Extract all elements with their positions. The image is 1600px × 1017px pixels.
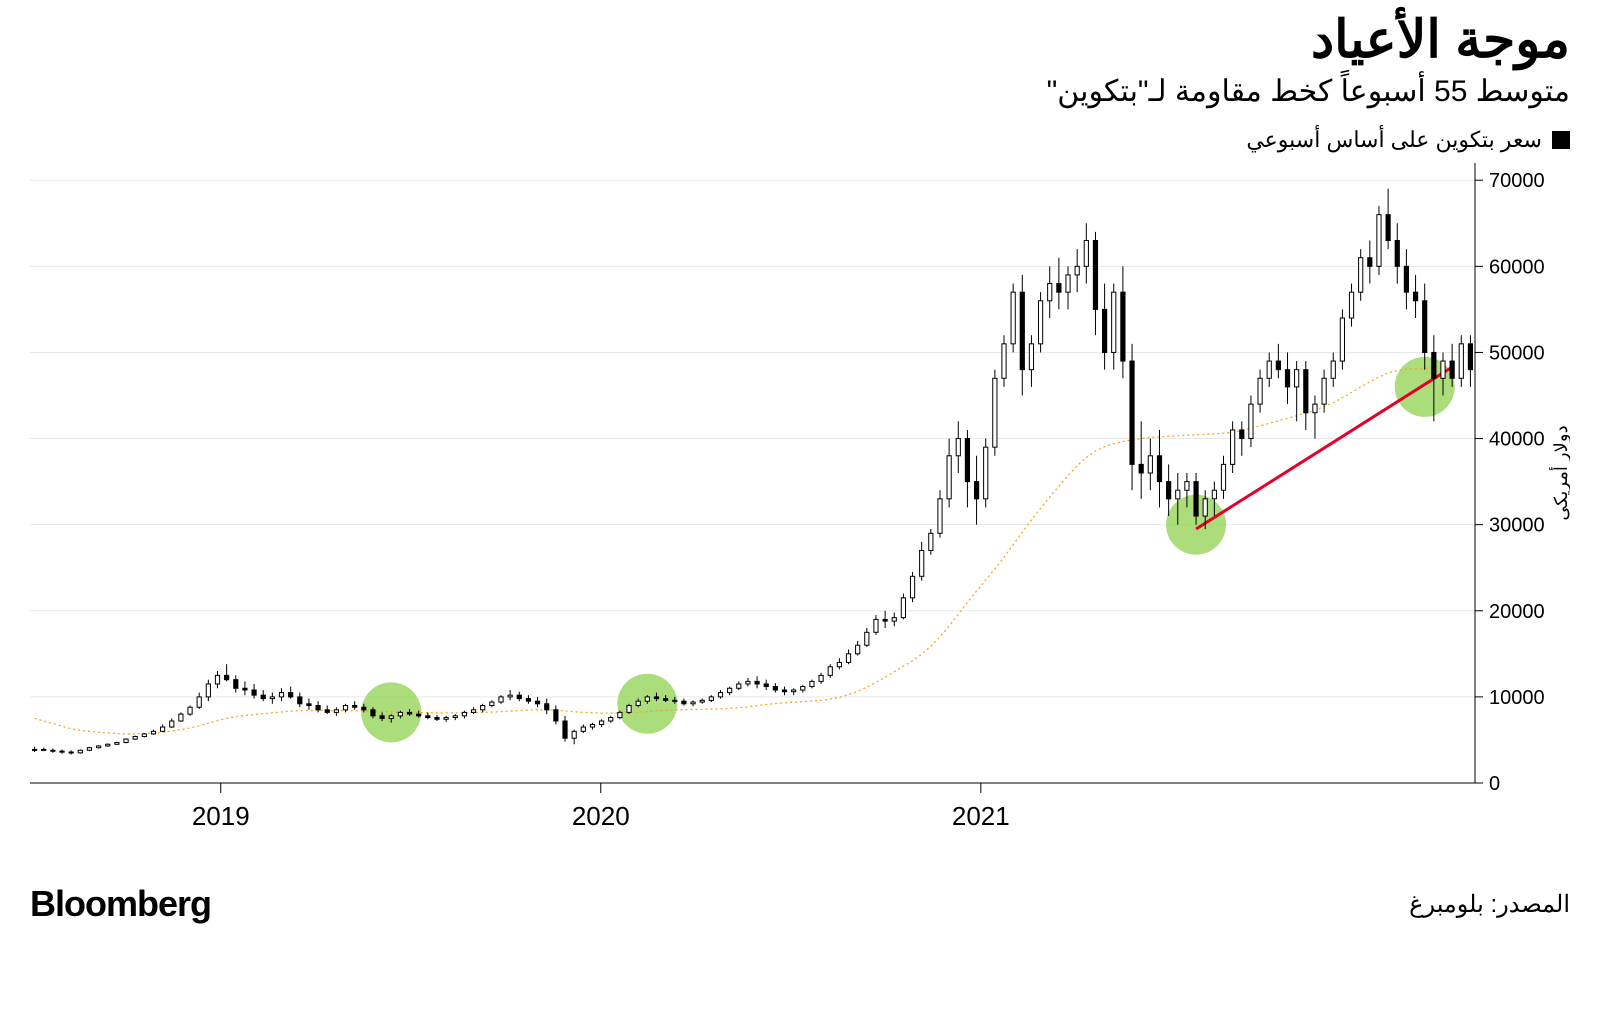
chart-title: موجة الأعياد	[30, 10, 1570, 70]
legend-label: سعر بتكوين على أساس أسبوعي	[1246, 127, 1542, 153]
chart-area: 0 10000 20000 30000 40000 50000 60000 70000 دولا…	[30, 163, 1570, 863]
svg-text:50000: 50000	[1489, 342, 1545, 364]
svg-text:40000: 40000	[1489, 429, 1545, 451]
svg-text:2021: 2021	[952, 801, 1010, 831]
legend: سعر بتكوين على أساس أسبوعي	[0, 127, 1600, 153]
svg-text:2020: 2020	[572, 801, 630, 831]
svg-text:30000: 30000	[1489, 515, 1545, 537]
svg-text:دولار أمريكي: دولار أمريكي	[1549, 425, 1570, 520]
source-label: المصدر: بلومبرغ	[1409, 890, 1570, 919]
svg-text:10000: 10000	[1489, 687, 1545, 709]
brand-logo: Bloomberg	[30, 883, 211, 925]
svg-text:70000: 70000	[1489, 170, 1545, 192]
svg-text:60000: 60000	[1489, 256, 1545, 278]
legend-marker-icon	[1552, 131, 1570, 149]
chart-subtitle: متوسط 55 أسبوعاً كخط مقاومة لـ"بتكوين"	[30, 74, 1570, 109]
svg-text:2019: 2019	[192, 801, 250, 831]
svg-text:0: 0	[1489, 773, 1500, 795]
svg-text:20000: 20000	[1489, 601, 1545, 623]
